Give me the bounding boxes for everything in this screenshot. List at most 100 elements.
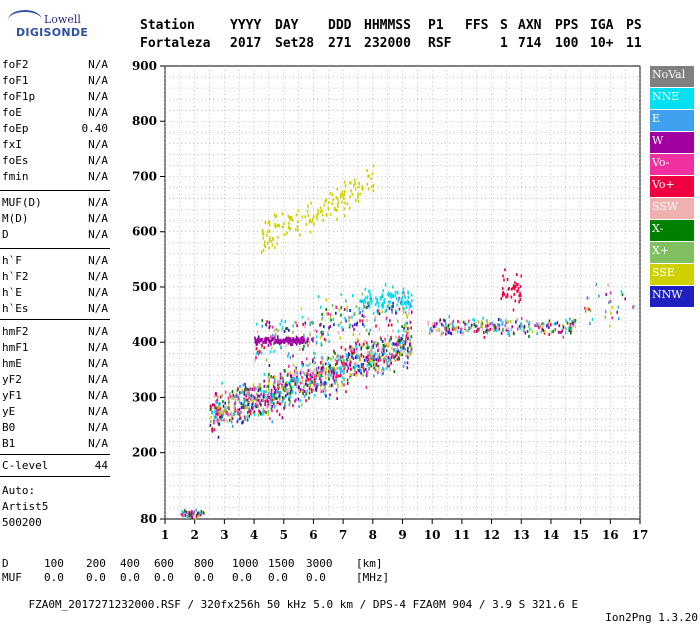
echo-point xyxy=(383,349,385,353)
echo-point xyxy=(345,362,347,366)
echo-point xyxy=(217,411,219,415)
echo-point xyxy=(409,305,411,309)
param-value: N/A xyxy=(88,421,108,434)
echo-point xyxy=(294,399,296,403)
echo-point xyxy=(231,417,234,420)
echo-point xyxy=(387,323,390,327)
param-name: fmin xyxy=(2,170,29,183)
echo-point xyxy=(389,292,391,296)
echo-point xyxy=(343,214,346,218)
echo-point xyxy=(508,332,511,336)
echo-point xyxy=(323,368,326,371)
echo-point xyxy=(180,512,183,516)
echo-point xyxy=(377,342,379,346)
echo-point xyxy=(364,287,367,291)
echo-point xyxy=(244,382,246,386)
echo-point xyxy=(222,404,225,408)
echo-point xyxy=(266,324,268,327)
echo-point xyxy=(291,342,294,346)
echo-point xyxy=(256,350,259,354)
echo-point xyxy=(498,327,501,331)
echo-point xyxy=(238,407,241,411)
echo-point xyxy=(270,239,273,243)
legend-item-vo: Vo- xyxy=(650,154,694,175)
echo-point xyxy=(493,329,495,332)
echo-point xyxy=(512,286,514,290)
x-tick-label: 15 xyxy=(572,528,589,542)
echo-point xyxy=(269,397,271,401)
param-name: hmE xyxy=(2,357,22,370)
echo-point xyxy=(327,356,330,360)
y-tick-label: 500 xyxy=(132,280,157,294)
echo-point xyxy=(283,383,285,387)
echo-point xyxy=(268,223,271,227)
echo-point xyxy=(389,300,392,304)
echo-point xyxy=(380,337,383,341)
echo-point xyxy=(355,373,357,377)
echo-point xyxy=(257,413,260,417)
echo-point xyxy=(312,371,314,375)
echo-point xyxy=(370,345,373,349)
echo-point xyxy=(486,321,489,325)
echo-point xyxy=(355,344,357,348)
echo-point xyxy=(405,337,407,341)
echo-point xyxy=(250,406,253,409)
echo-point xyxy=(363,324,366,328)
echo-point xyxy=(301,215,304,219)
echo-point xyxy=(503,292,505,296)
echo-point xyxy=(351,349,353,353)
echo-point xyxy=(314,328,316,332)
echo-point xyxy=(370,297,373,300)
echo-point xyxy=(183,509,186,513)
echo-point xyxy=(384,342,387,346)
echo-point xyxy=(308,378,310,382)
echo-point xyxy=(408,335,410,339)
echo-point xyxy=(296,375,298,379)
y-tick-label: 200 xyxy=(132,446,157,460)
echo-point xyxy=(400,346,403,350)
echo-point xyxy=(393,355,395,359)
echo-point xyxy=(215,406,218,410)
echo-point xyxy=(373,366,375,370)
echo-point xyxy=(282,385,285,389)
echo-point xyxy=(402,346,405,350)
echo-point xyxy=(447,324,450,328)
echo-point xyxy=(346,358,348,362)
echo-point xyxy=(280,345,282,349)
echo-point xyxy=(455,325,458,329)
echo-point xyxy=(388,306,391,310)
echo-point xyxy=(223,410,225,414)
echo-point xyxy=(348,347,351,350)
echo-point xyxy=(527,324,530,328)
echo-point xyxy=(550,330,553,334)
echo-point xyxy=(376,362,379,366)
echo-point xyxy=(492,323,495,327)
echo-point xyxy=(295,213,298,217)
echo-point xyxy=(332,355,334,359)
echo-point xyxy=(330,357,332,361)
echo-point xyxy=(439,318,441,322)
echo-point xyxy=(289,392,292,396)
echo-point xyxy=(291,389,294,393)
echo-point xyxy=(209,408,212,412)
echo-point xyxy=(275,403,277,407)
echo-point xyxy=(481,320,483,324)
echo-point xyxy=(348,316,351,320)
echo-point xyxy=(365,385,368,389)
echo-point xyxy=(197,514,200,518)
echo-point xyxy=(200,509,203,513)
echo-point xyxy=(273,405,276,409)
param-value: N/A xyxy=(88,286,108,299)
echo-point xyxy=(355,362,357,366)
header-label: 11 xyxy=(626,36,642,51)
echo-point xyxy=(282,225,284,229)
echo-point xyxy=(589,309,592,313)
echo-point xyxy=(252,383,255,387)
echo-point xyxy=(313,215,315,218)
echo-point xyxy=(498,318,500,321)
echo-point xyxy=(427,322,430,326)
echo-point xyxy=(299,340,301,344)
echo-point xyxy=(308,391,311,395)
echo-point xyxy=(226,405,229,409)
echo-point xyxy=(305,392,307,396)
